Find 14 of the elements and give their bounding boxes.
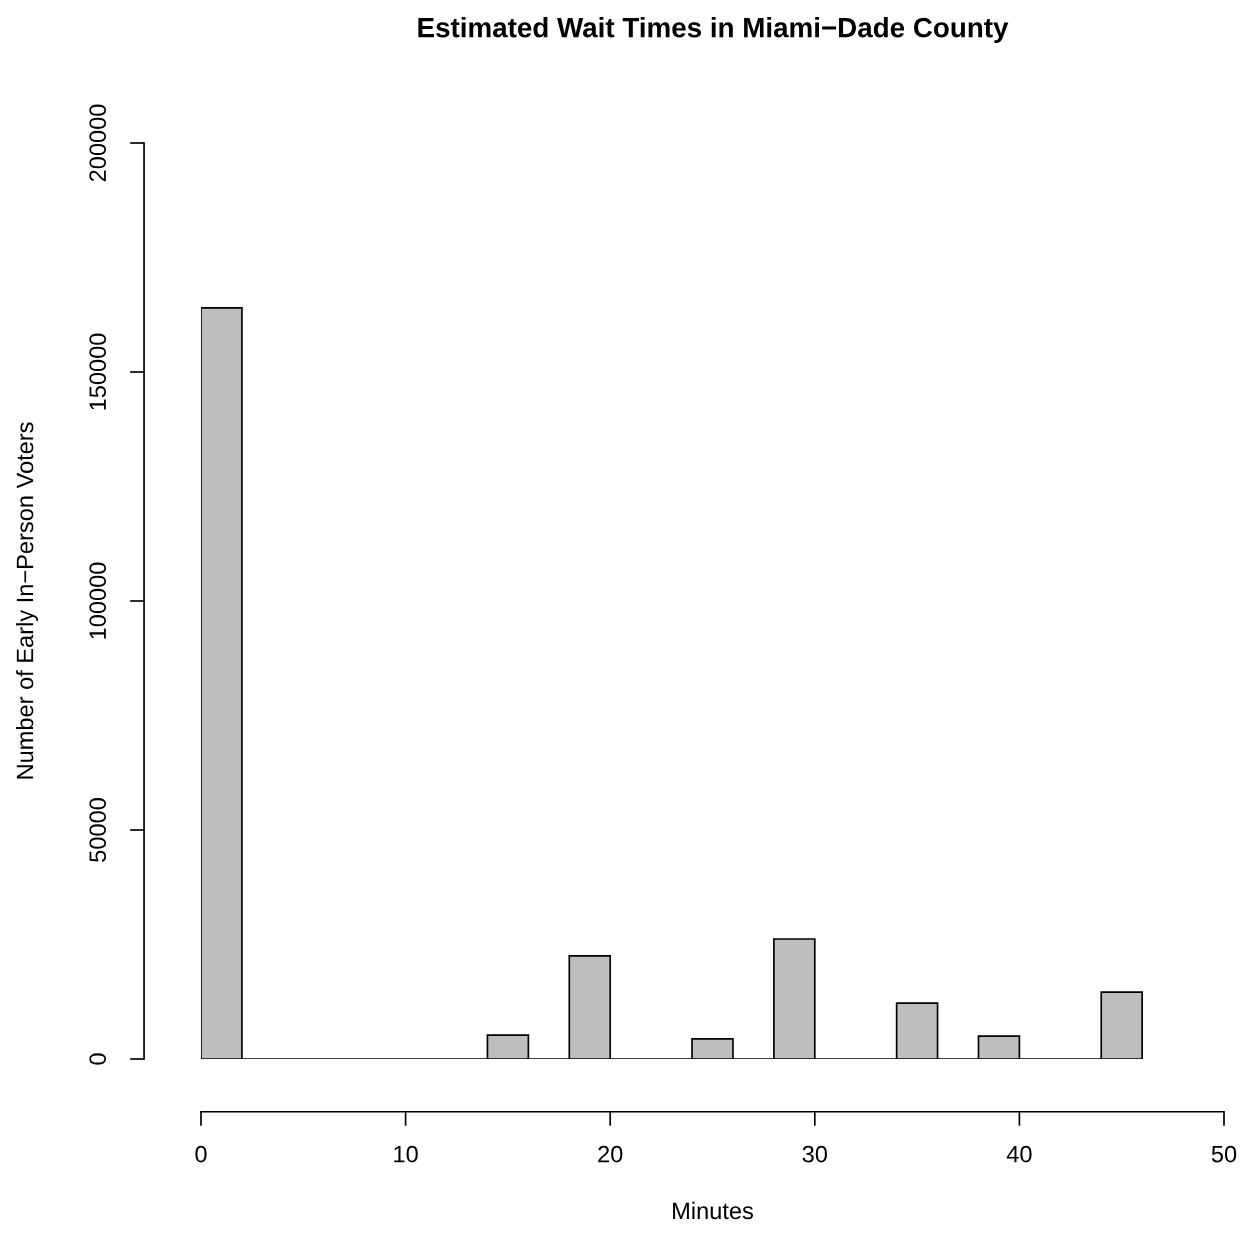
x-tick-label: 50 bbox=[1211, 1145, 1237, 1163]
x-axis-title: Minutes bbox=[673, 1201, 753, 1220]
x-tick-label: 10 bbox=[394, 1145, 418, 1163]
y-tick-label: 0 bbox=[89, 1053, 107, 1065]
x-tick-label: 20 bbox=[598, 1145, 623, 1163]
x-tick-label: 0 bbox=[195, 1145, 207, 1163]
y-axis-title: Number of Early In−Person Voters bbox=[16, 422, 38, 779]
y-tick-label: 200000 bbox=[89, 104, 107, 182]
chart-title: Estimated Wait Times in Miami−Dade County bbox=[418, 17, 1009, 43]
y-tick-label: 50000 bbox=[89, 798, 107, 862]
y-tick-label: 150000 bbox=[89, 333, 107, 410]
x-tick-label: 40 bbox=[1006, 1145, 1032, 1163]
x-tick-label: 30 bbox=[802, 1145, 828, 1163]
y-tick-label: 100000 bbox=[89, 562, 107, 639]
